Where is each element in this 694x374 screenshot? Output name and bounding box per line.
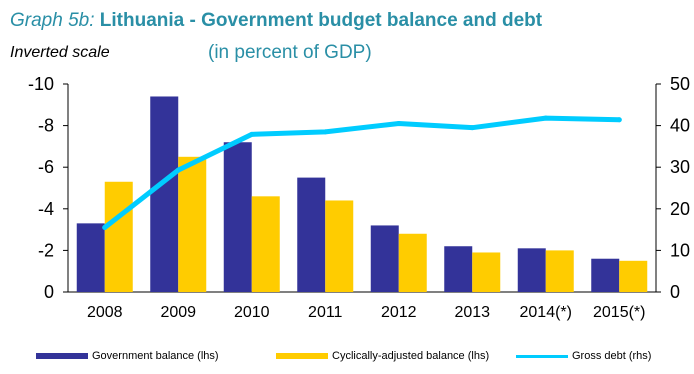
left-tick-label: -8 <box>38 116 54 136</box>
legend-label-gross-debt: Gross debt (rhs) <box>572 350 652 362</box>
bar-cyc-balance <box>325 200 354 292</box>
point-gross-debt <box>175 167 181 173</box>
bar-gov-balance <box>517 248 546 292</box>
right-tick-label: 10 <box>670 240 690 260</box>
legend-item-cyc-balance: Cyclically-adjusted balance (lhs) <box>276 350 489 362</box>
title-main: Lithuania - Government budget balance an… <box>99 10 543 31</box>
bar-cyc-balance <box>178 156 207 292</box>
bar-gov-balance <box>297 177 326 292</box>
bar-gov-balance <box>223 142 252 292</box>
line-gross-debt <box>102 115 622 231</box>
inverted-scale-note: Inverted scale <box>10 44 110 61</box>
right-tick-label: 20 <box>670 199 690 219</box>
bar-cyc-balance <box>545 250 574 292</box>
point-gross-debt <box>616 117 622 123</box>
point-gross-debt <box>543 115 549 121</box>
chart-plot: -10 -8 -6 -4 -2 0 0 10 20 30 40 50 2008 2009 2010 2011 2… <box>28 74 690 321</box>
x-tick-label: 2014(*) <box>520 304 572 321</box>
legend-swatch-gov-balance <box>36 353 88 359</box>
point-gross-debt <box>102 225 108 231</box>
right-tick-label: 50 <box>670 74 690 94</box>
right-tick-label: 0 <box>670 282 680 302</box>
bar-gov-balance <box>76 223 105 292</box>
x-tick-label: 2008 <box>87 304 123 321</box>
point-gross-debt <box>469 125 475 131</box>
legend-item-gross-debt: Gross debt (rhs) <box>516 350 651 362</box>
point-gross-debt <box>249 131 255 137</box>
right-tick-label: 30 <box>670 157 690 177</box>
x-tick-label: 2010 <box>234 304 270 321</box>
left-tick-label: -10 <box>28 74 54 94</box>
bar-cyc-balance <box>398 233 427 292</box>
point-gross-debt <box>322 129 328 135</box>
legend-label-cyc-balance: Cyclically-adjusted balance (lhs) <box>332 350 490 362</box>
left-tick-label: -2 <box>38 240 54 260</box>
bar-cyc-balance <box>251 196 280 292</box>
legend-swatch-cyc-balance <box>276 353 328 359</box>
chart-title: Graph 5b: Lithuania - Government budget … <box>10 10 542 32</box>
bar-gov-balance <box>370 225 399 292</box>
x-tick-label: 2011 <box>308 304 343 321</box>
legend-swatch-gross-debt <box>516 354 568 358</box>
left-tick-label: -6 <box>38 157 54 177</box>
bar-gov-balance <box>150 96 179 292</box>
x-tick-label: 2013 <box>454 304 490 321</box>
title-prefix: Graph 5b: <box>10 10 95 31</box>
legend-label-gov-balance: Government balance (lhs) <box>92 350 219 362</box>
x-tick-label: 2009 <box>160 304 196 321</box>
point-gross-debt <box>396 121 402 127</box>
x-tick-label: 2012 <box>381 304 417 321</box>
legend-item-gov-balance: Government balance (lhs) <box>36 350 219 362</box>
bar-cyc-balance <box>104 181 133 292</box>
bar-gov-balance <box>591 258 620 292</box>
bar-cyc-balance <box>472 252 501 292</box>
bar-cyc-balance <box>619 260 648 292</box>
units-subtitle: (in percent of GDP) <box>208 42 372 63</box>
bar-gov-balance <box>444 246 473 292</box>
right-tick-label: 40 <box>670 116 690 136</box>
left-tick-label: 0 <box>44 282 54 302</box>
x-tick-label: 2015(*) <box>593 304 645 321</box>
left-tick-label: -4 <box>38 199 54 219</box>
